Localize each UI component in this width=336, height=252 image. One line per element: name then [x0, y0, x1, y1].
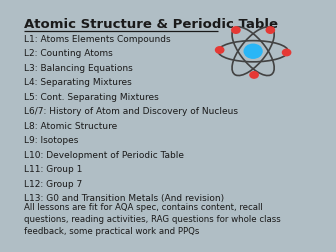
- Text: L8: Atomic Structure: L8: Atomic Structure: [24, 122, 117, 131]
- Text: L2: Counting Atoms: L2: Counting Atoms: [24, 49, 113, 58]
- Text: L10: Development of Periodic Table: L10: Development of Periodic Table: [24, 151, 184, 160]
- Text: L12: Group 7: L12: Group 7: [24, 180, 82, 188]
- Circle shape: [250, 72, 258, 78]
- Text: L4: Separating Mixtures: L4: Separating Mixtures: [24, 78, 131, 87]
- Text: L3: Balancing Equations: L3: Balancing Equations: [24, 64, 132, 73]
- Circle shape: [215, 47, 224, 53]
- Circle shape: [244, 44, 262, 58]
- Circle shape: [266, 27, 275, 33]
- Text: L6/7: History of Atom and Discovery of Nucleus: L6/7: History of Atom and Discovery of N…: [24, 107, 238, 116]
- Circle shape: [283, 49, 291, 56]
- Text: L9: Isotopes: L9: Isotopes: [24, 136, 78, 145]
- Text: L5: Cont. Separating Mixtures: L5: Cont. Separating Mixtures: [24, 93, 159, 102]
- Circle shape: [232, 27, 240, 33]
- Text: L11: Group 1: L11: Group 1: [24, 165, 82, 174]
- Text: All lessons are fit for AQA spec, contains content, recall
questions, reading ac: All lessons are fit for AQA spec, contai…: [24, 203, 281, 236]
- Text: L13: G0 and Transition Metals (And revision): L13: G0 and Transition Metals (And revis…: [24, 194, 224, 203]
- Text: Atomic Structure & Periodic Table: Atomic Structure & Periodic Table: [24, 18, 278, 30]
- Text: L1: Atoms Elements Compounds: L1: Atoms Elements Compounds: [24, 35, 170, 44]
